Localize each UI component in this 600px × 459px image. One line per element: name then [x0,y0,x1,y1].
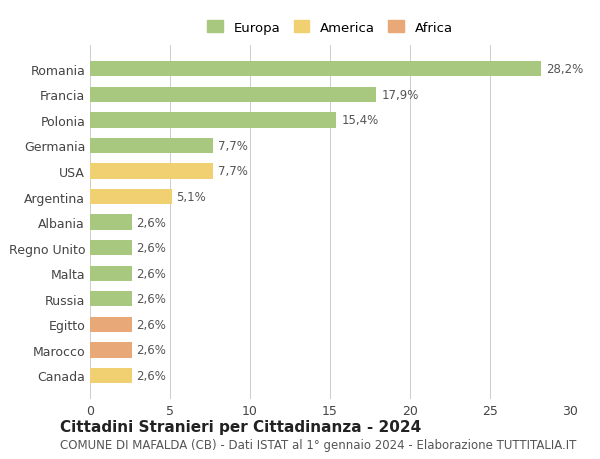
Bar [90,113,337,128]
Text: 2,6%: 2,6% [136,369,166,382]
Bar [90,164,213,179]
Text: 5,1%: 5,1% [176,190,206,204]
Text: Cittadini Stranieri per Cittadinanza - 2024: Cittadini Stranieri per Cittadinanza - 2… [60,419,421,434]
Text: 28,2%: 28,2% [546,63,583,76]
Text: 7,7%: 7,7% [218,140,248,152]
Bar [90,62,541,77]
Bar [90,241,131,256]
Bar [90,317,131,332]
Bar [90,291,131,307]
Text: 15,4%: 15,4% [341,114,379,127]
Legend: Europa, America, Africa: Europa, America, Africa [203,17,457,39]
Text: 2,6%: 2,6% [136,344,166,357]
Text: 2,6%: 2,6% [136,241,166,255]
Bar [90,215,131,230]
Text: 2,6%: 2,6% [136,318,166,331]
Bar [90,368,131,383]
Text: 17,9%: 17,9% [381,89,419,101]
Text: 2,6%: 2,6% [136,216,166,229]
Bar [90,190,172,205]
Bar [90,139,213,154]
Text: 2,6%: 2,6% [136,267,166,280]
Text: COMUNE DI MAFALDA (CB) - Dati ISTAT al 1° gennaio 2024 - Elaborazione TUTTITALIA: COMUNE DI MAFALDA (CB) - Dati ISTAT al 1… [60,438,577,451]
Text: 7,7%: 7,7% [218,165,248,178]
Bar [90,88,376,103]
Bar [90,342,131,358]
Bar [90,266,131,281]
Text: 2,6%: 2,6% [136,293,166,306]
